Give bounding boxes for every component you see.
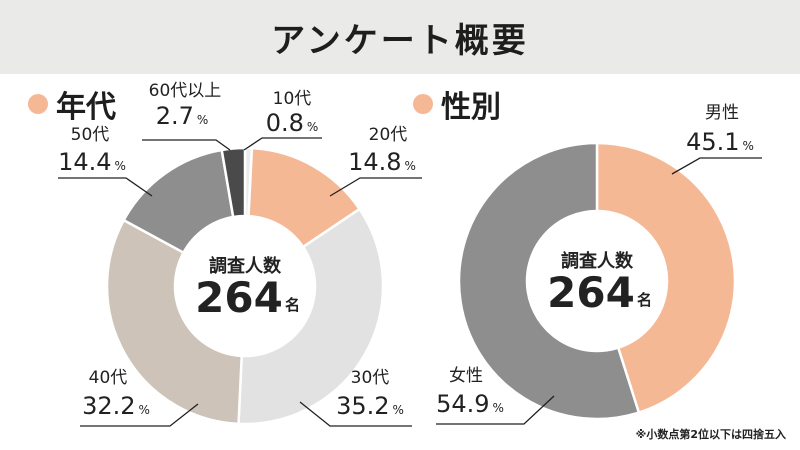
center-count: 264 [547,268,635,317]
label-20s: 20代 14.8% [329,125,422,197]
gender-section-heading: 性別 [413,82,501,126]
leader-line [142,139,231,151]
value-label: 45.1% [686,128,754,156]
value-label: 32.2% [82,392,150,420]
value-label: 2.7% [156,102,209,130]
category-label: 30代 [351,368,390,388]
age-section-title: 年代 [56,90,116,125]
slice-40s [105,218,244,426]
category-label: 10代 [273,89,312,109]
age-section-heading: 年代 [28,82,116,126]
category-label: 20代 [369,125,408,145]
footnote: ※小数点第2位以下は四捨五入 [635,428,786,441]
leader-line [58,177,153,197]
leader-line [436,395,555,425]
bullet-dot-icon [413,94,433,114]
label-50s: 50代 14.4% [58,125,153,197]
slice-male [595,141,737,415]
gender-section-title: 性別 [441,90,501,125]
leader-line [299,401,412,427]
label-30s: 30代 35.2% [299,368,412,427]
category-label: 男性 [705,103,739,123]
center-caption: 調査人数 [209,255,282,277]
label-female: 女性 54.9% [436,366,555,425]
header-bar: アンケート概要 [0,0,800,74]
value-label: 14.4% [58,148,126,176]
donut-slices [457,141,737,421]
page-title: アンケート概要 [271,20,529,61]
donut-slices [105,146,385,426]
center-caption: 調査人数 [561,250,634,272]
category-label: 40代 [89,368,128,388]
bullet-dot-icon [28,94,48,114]
center-unit: 名 [637,291,652,309]
slice-female [457,141,641,421]
category-label: 60代以上 [149,81,222,101]
slice-30s [237,207,385,426]
value-label: 35.2% [336,392,404,420]
center-unit: 名 [285,296,300,314]
leader-line [671,157,762,175]
leader-line [243,137,322,151]
value-label: 0.8% [266,109,319,137]
leader-line [80,403,199,427]
value-label: 14.8% [348,148,416,176]
value-label: 54.9% [436,390,504,418]
label-male: 男性 45.1% [671,103,762,175]
center-count: 264 [195,273,283,322]
leader-line [329,177,422,197]
category-label: 50代 [71,125,110,145]
category-label: 女性 [449,366,483,386]
label-40s: 40代 32.2% [80,368,199,427]
